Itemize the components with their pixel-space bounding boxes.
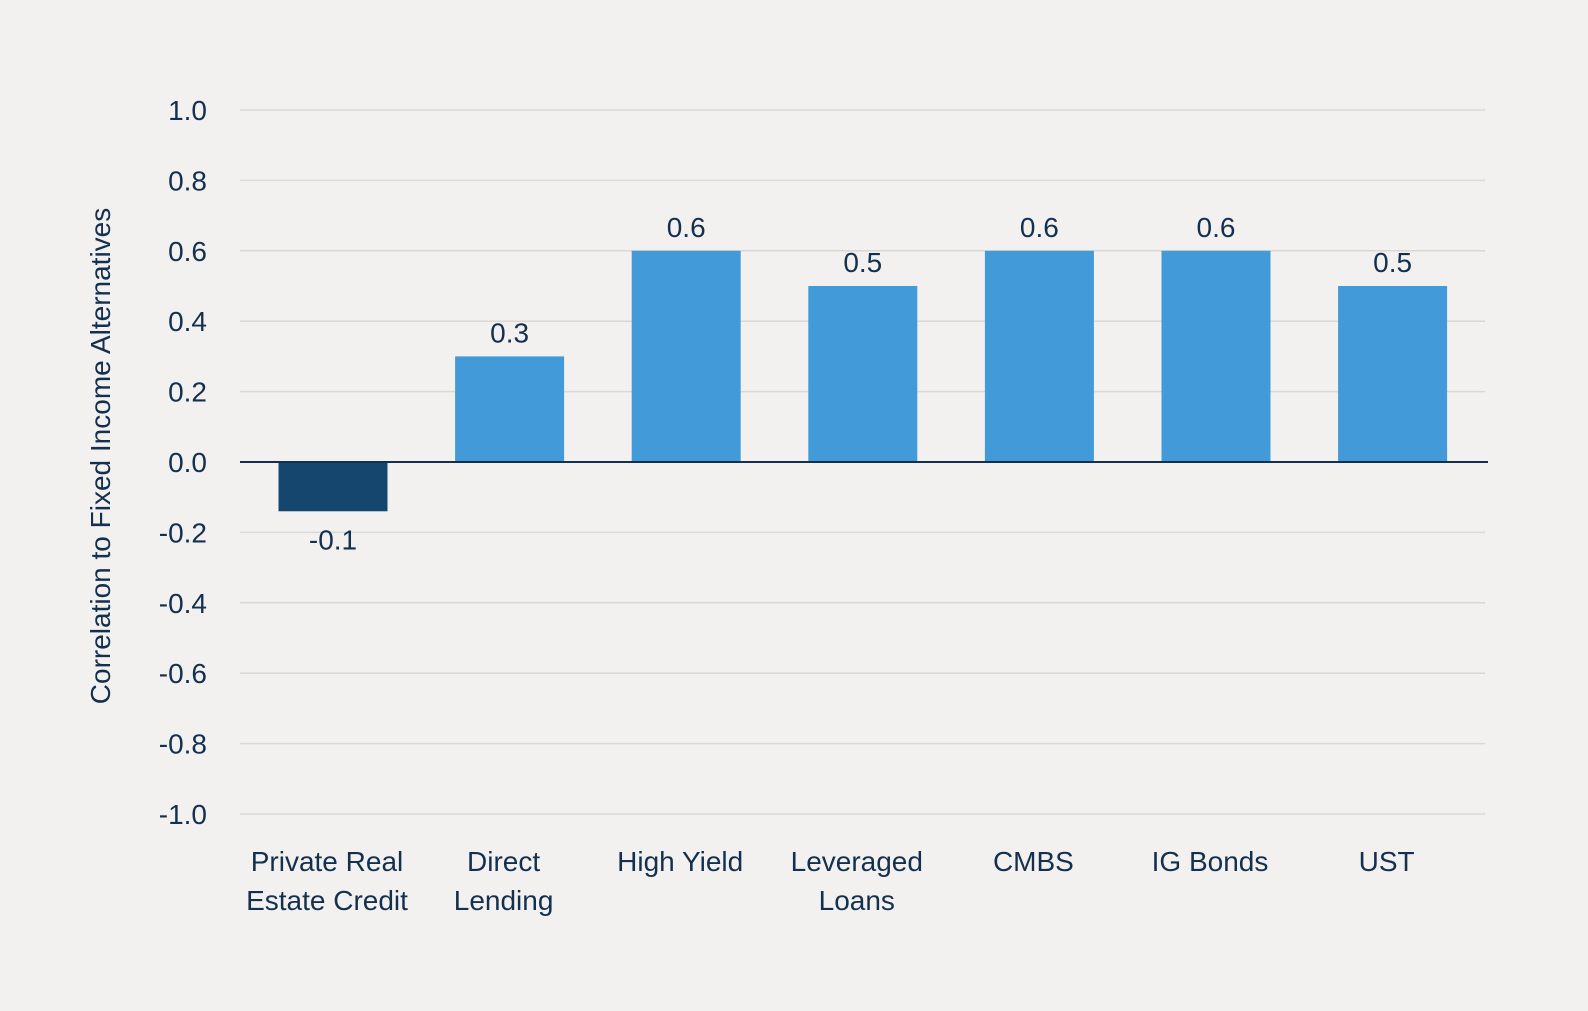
category-label: Estate Credit — [246, 885, 408, 916]
y-tick-label: -0.2 — [159, 517, 207, 548]
category-labels: Private Real Estate Credit Direct Lending Hi… — [246, 846, 1415, 916]
category-label: CMBS — [993, 846, 1074, 877]
data-label: 0.6 — [1020, 212, 1059, 243]
y-tick-labels: 1.0 0.8 0.6 0.4 0.2 0.0 -0.2 -0.4 -0.6 -0.8 -1.0 — [159, 95, 207, 830]
bar — [631, 250, 741, 462]
y-tick-label: 0.4 — [168, 306, 207, 337]
bars — [278, 250, 1448, 512]
bar — [808, 286, 918, 462]
data-label: 0.6 — [667, 212, 706, 243]
y-tick-label: 0.2 — [168, 377, 207, 408]
y-tick-label: 0.0 — [168, 447, 207, 478]
data-label: 0.5 — [1373, 247, 1412, 278]
data-labels: -0.1 0.3 0.6 0.5 0.6 0.6 0.5 — [309, 212, 1412, 555]
bar — [984, 250, 1094, 462]
y-axis-label: Correlation to Fixed Income Alternatives — [85, 208, 116, 704]
y-tick-label: -1.0 — [159, 799, 207, 830]
category-label: Loans — [819, 885, 895, 916]
data-label: 0.6 — [1197, 212, 1236, 243]
y-tick-label: 1.0 — [168, 95, 207, 126]
y-tick-label: -0.6 — [159, 658, 207, 689]
bar — [1338, 286, 1448, 462]
category-label: Lending — [454, 885, 554, 916]
data-label: 0.5 — [843, 247, 882, 278]
y-tick-label: -0.4 — [159, 588, 207, 619]
data-label: 0.3 — [490, 317, 529, 348]
bar — [455, 356, 565, 462]
category-label: Leveraged — [791, 846, 923, 877]
bar — [278, 462, 388, 512]
data-label: -0.1 — [309, 524, 357, 555]
category-label: Direct — [467, 846, 540, 877]
y-tick-label: -0.8 — [159, 729, 207, 760]
y-tick-label: 0.8 — [168, 165, 207, 196]
category-label: IG Bonds — [1152, 846, 1269, 877]
category-label: High Yield — [617, 846, 743, 877]
category-label: UST — [1359, 846, 1415, 877]
y-tick-label: 0.6 — [168, 236, 207, 267]
category-label: Private Real — [251, 846, 404, 877]
bar — [1161, 250, 1271, 462]
